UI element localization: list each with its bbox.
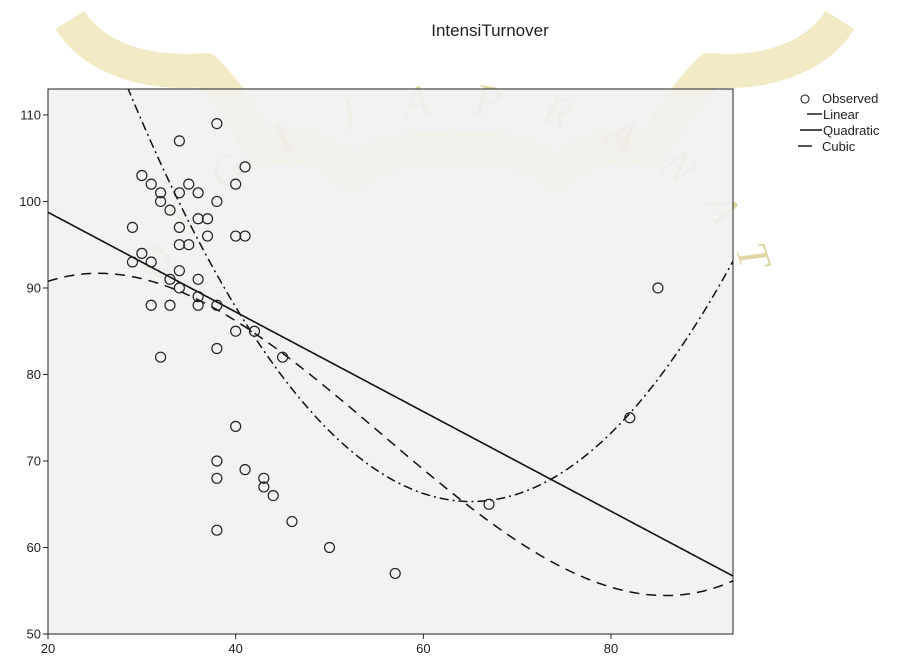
observed-point <box>155 187 167 199</box>
observed-point <box>211 472 223 484</box>
plot-area <box>47 88 734 635</box>
observed-point <box>136 247 148 259</box>
fit-curves <box>48 89 733 597</box>
x-tick-label: 20 <box>41 641 55 656</box>
observed-point <box>652 282 664 294</box>
watermark-letter: T <box>726 237 782 281</box>
observed-point <box>211 299 223 311</box>
observed-point <box>173 135 185 147</box>
observed-point <box>239 464 251 476</box>
fit-line-cubic <box>48 272 733 597</box>
observed-point <box>239 230 251 242</box>
x-tick-label: 60 <box>416 641 430 656</box>
observed-point <box>201 213 214 225</box>
fit-line-linear <box>48 211 733 577</box>
observed-point <box>145 178 157 190</box>
observed-point <box>230 420 242 432</box>
x-tick-label: 80 <box>604 641 618 656</box>
observed-point <box>192 273 204 285</box>
observed-point <box>136 169 148 182</box>
y-tick-label: 70 <box>27 453 41 468</box>
legend-label-cubic: Cubic <box>822 139 856 154</box>
observed-point <box>155 351 167 363</box>
observed-point <box>230 178 242 190</box>
observed-point <box>258 481 270 493</box>
observed-point <box>145 299 157 311</box>
observed-point <box>239 161 251 173</box>
y-tick-label: 110 <box>20 107 41 122</box>
observed-point <box>258 472 270 484</box>
y-tick-label: 60 <box>27 540 41 555</box>
observed-point <box>483 498 495 510</box>
observed-point <box>211 524 223 536</box>
y-tick-label: 90 <box>27 280 41 295</box>
observed-point <box>211 117 223 130</box>
observed-point <box>183 239 195 251</box>
observed-point <box>286 515 298 528</box>
observed-point <box>624 412 636 424</box>
observed-point <box>173 282 185 294</box>
observed-point <box>192 299 204 311</box>
observed-point <box>389 567 401 580</box>
observed-point <box>192 213 204 225</box>
observed-point <box>173 265 185 277</box>
x-tick-label: 40 <box>228 641 242 656</box>
observed-point <box>211 455 223 467</box>
observed-point <box>230 230 242 242</box>
observed-point <box>276 351 289 363</box>
observed-point <box>126 221 139 234</box>
observed-point <box>267 489 279 502</box>
observed-point <box>173 187 185 199</box>
observed-point <box>145 256 157 268</box>
y-tick-label: 50 <box>27 627 41 642</box>
x-axis: 20 40 60 80 <box>41 634 618 656</box>
observed-point <box>192 187 204 199</box>
observed-point <box>192 291 204 303</box>
fit-line-quadratic <box>127 89 733 503</box>
y-tick-label: 100 <box>19 194 41 209</box>
observed-point <box>201 230 214 242</box>
observed-point <box>183 178 195 190</box>
observed-point <box>323 541 336 554</box>
observed-point <box>126 256 139 268</box>
observed-point <box>164 273 176 285</box>
chart-title: IntensiTurnover <box>431 21 549 40</box>
legend-marker-observed <box>800 94 810 104</box>
observed-point <box>155 195 167 208</box>
observed-point <box>211 195 223 208</box>
observed-point <box>230 325 242 337</box>
observed-point <box>164 204 176 216</box>
observed-point <box>248 325 261 337</box>
observed-point <box>211 342 223 355</box>
y-tick-label: 80 <box>27 367 41 382</box>
y-axis: 50 60 70 80 90 100 110 <box>19 107 48 642</box>
observed-point <box>173 221 185 234</box>
legend-label-observed: Observed <box>822 91 878 106</box>
legend-label-linear: Linear <box>823 107 860 122</box>
observed-point <box>173 239 185 251</box>
observed-points <box>126 117 664 580</box>
legend-label-quadratic: Quadratic <box>823 123 880 138</box>
observed-point <box>164 299 176 311</box>
